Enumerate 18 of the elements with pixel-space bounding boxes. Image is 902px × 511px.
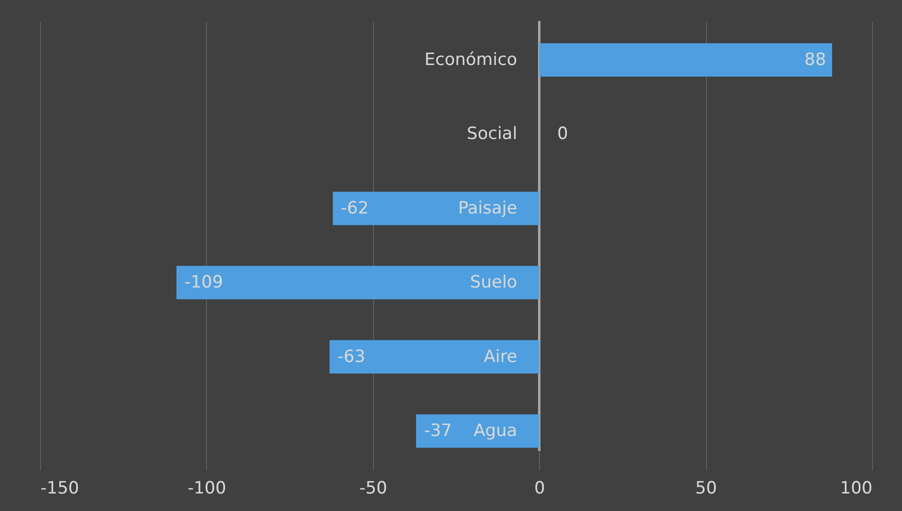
data-label: -37	[424, 421, 452, 442]
x-tick-label: -150	[40, 478, 80, 498]
x-tick-label: 100	[840, 478, 872, 498]
x-tick-label: -100	[188, 478, 226, 498]
data-label: -63	[338, 346, 366, 367]
data-label: 88	[804, 50, 826, 70]
y-tick-label: Agua	[474, 421, 518, 442]
x-tick-label: 0	[534, 478, 546, 498]
x-tick-label: 50	[695, 478, 717, 498]
data-label: -109	[184, 272, 224, 293]
y-tick-label: Aire	[484, 346, 518, 367]
y-tick-label: Suelo	[470, 272, 518, 293]
x-tick-label: -50	[359, 478, 388, 498]
y-tick-label: Social	[466, 124, 518, 144]
data-label: -62	[340, 198, 369, 218]
y-tick-label: Paisaje	[458, 198, 518, 218]
data-label: 0	[557, 124, 568, 144]
y-tick-label: Económico	[424, 50, 518, 70]
